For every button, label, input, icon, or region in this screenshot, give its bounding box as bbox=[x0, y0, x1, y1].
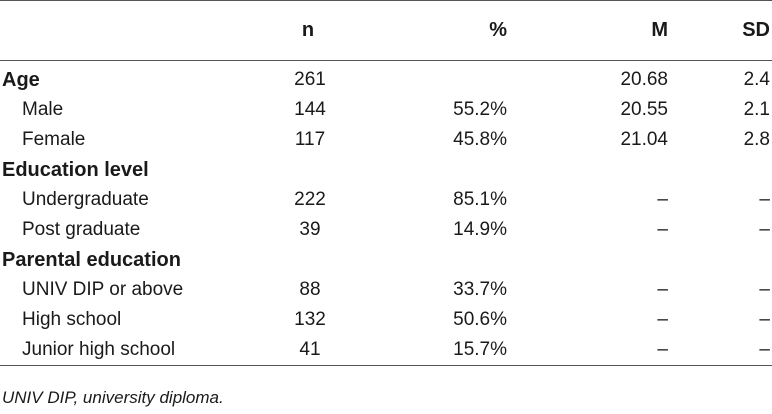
cell-n: 261 bbox=[294, 69, 326, 90]
table-row: High school 132 50.6% – – bbox=[0, 305, 772, 335]
cell-n: 132 bbox=[294, 309, 326, 330]
cell-percent: 45.8% bbox=[453, 129, 507, 150]
group-row-parental-education: Parental education bbox=[0, 245, 772, 275]
cell-percent: 33.7% bbox=[453, 279, 507, 300]
cell-sd: 2.8 bbox=[743, 129, 770, 150]
header-percent: % bbox=[370, 0, 540, 61]
table-row: Junior high school 41 15.7% – – bbox=[0, 335, 772, 366]
cell-mean: 21.04 bbox=[620, 129, 668, 150]
cell-mean: 20.68 bbox=[620, 69, 668, 90]
row-label: Male bbox=[22, 99, 64, 120]
table-row: Female 117 45.8% 21.04 2.8 bbox=[0, 125, 772, 155]
header-sd: SD bbox=[688, 0, 772, 61]
cell-percent: 14.9% bbox=[453, 219, 507, 240]
cell-sd: – bbox=[759, 309, 770, 330]
table-row: UNIV DIP or above 88 33.7% – – bbox=[0, 275, 772, 305]
cell-percent: 50.6% bbox=[453, 309, 507, 330]
cell-n: 117 bbox=[294, 129, 326, 150]
demographics-table: n % M SD Age 261 20.68 2.4 Male 144 55.2… bbox=[0, 0, 772, 366]
cell-mean bbox=[540, 155, 688, 185]
demographics-table-container: n % M SD Age 261 20.68 2.4 Male 144 55.2… bbox=[0, 0, 772, 366]
cell-sd: – bbox=[759, 279, 770, 300]
group-row-education-level: Education level bbox=[0, 155, 772, 185]
header-label bbox=[0, 0, 250, 61]
cell-mean: – bbox=[657, 219, 668, 240]
cell-mean: – bbox=[657, 189, 668, 210]
header-row: n % M SD bbox=[0, 0, 772, 61]
row-label: Post graduate bbox=[22, 219, 141, 240]
row-label: Undergraduate bbox=[22, 189, 149, 210]
cell-n: 41 bbox=[250, 335, 370, 366]
cell-sd: 2.4 bbox=[743, 69, 770, 90]
cell-sd bbox=[688, 155, 772, 185]
cell-percent bbox=[370, 245, 540, 275]
cell-percent: 85.1% bbox=[453, 189, 507, 210]
row-label: Female bbox=[22, 129, 86, 150]
table-footnote: UNIV DIP, university diploma. bbox=[2, 388, 224, 407]
cell-mean: – bbox=[657, 309, 668, 330]
group-title: Education level bbox=[2, 159, 149, 181]
row-label: UNIV DIP or above bbox=[22, 279, 184, 300]
group-title: Age bbox=[2, 69, 40, 91]
table-row: Male 144 55.2% 20.55 2.1 bbox=[0, 95, 772, 125]
cell-percent bbox=[370, 61, 540, 96]
table-row: Undergraduate 222 85.1% – – bbox=[0, 185, 772, 215]
cell-percent: 15.7% bbox=[370, 335, 540, 366]
cell-n bbox=[250, 155, 370, 185]
row-label: Junior high school bbox=[0, 335, 250, 366]
header-mean: M bbox=[540, 0, 688, 61]
cell-n: 39 bbox=[299, 219, 321, 240]
cell-sd: – bbox=[759, 189, 770, 210]
cell-sd: – bbox=[759, 219, 770, 240]
cell-percent bbox=[370, 155, 540, 185]
cell-mean: – bbox=[657, 279, 668, 300]
group-title: Parental education bbox=[2, 249, 181, 271]
cell-mean: – bbox=[540, 335, 688, 366]
row-label: High school bbox=[22, 309, 122, 330]
cell-n: 222 bbox=[294, 189, 326, 210]
cell-n bbox=[250, 245, 370, 275]
cell-sd: – bbox=[688, 335, 772, 366]
table-body: Age 261 20.68 2.4 Male 144 55.2% 20.55 2… bbox=[0, 61, 772, 366]
cell-mean: 20.55 bbox=[620, 99, 668, 120]
cell-mean bbox=[540, 245, 688, 275]
cell-sd: 2.1 bbox=[743, 99, 770, 120]
cell-n: 144 bbox=[294, 99, 326, 120]
table-header: n % M SD bbox=[0, 0, 772, 61]
table-row: Post graduate 39 14.9% – – bbox=[0, 215, 772, 245]
cell-n: 88 bbox=[299, 279, 321, 300]
cell-sd bbox=[688, 245, 772, 275]
header-n: n bbox=[250, 0, 370, 61]
group-row-age: Age 261 20.68 2.4 bbox=[0, 61, 772, 96]
cell-percent: 55.2% bbox=[453, 99, 507, 120]
